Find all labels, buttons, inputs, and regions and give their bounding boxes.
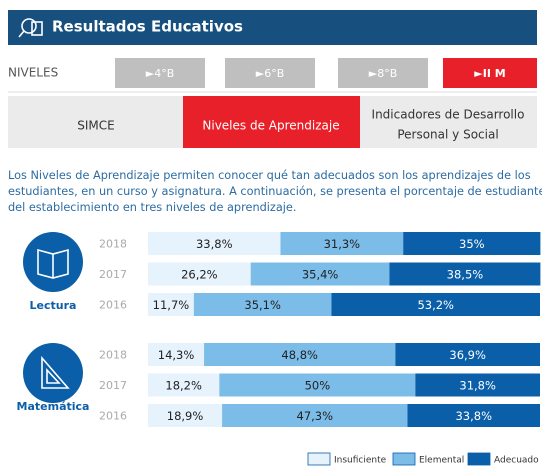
value-label: 18,9%	[167, 409, 204, 423]
description-line: del establecimiento en tres niveles de a…	[8, 201, 296, 214]
value-label: 31,8%	[459, 379, 496, 393]
bar-segment	[193, 293, 332, 316]
value-label: 35,4%	[302, 268, 339, 282]
description-line: Los Niveles de Aprendizaje permiten cono…	[8, 169, 531, 182]
year-label: 2016	[99, 299, 127, 312]
year-label: 2017	[99, 268, 127, 281]
level-button-label: ►8°B	[369, 67, 398, 80]
levels-label: NIVELES	[8, 66, 58, 80]
value-label: 38,5%	[447, 268, 484, 282]
bar-segment	[250, 262, 390, 286]
book-icon	[37, 248, 69, 279]
bar-segment	[280, 232, 404, 255]
value-label: 48,8%	[281, 348, 318, 362]
bar-segment	[331, 293, 540, 316]
value-label: 31,3%	[324, 237, 361, 251]
legend-swatch	[307, 452, 331, 466]
value-label: 26,2%	[181, 268, 218, 282]
subject-title: Lectura	[30, 299, 77, 312]
value-label: 14,3%	[158, 348, 195, 362]
tab[interactable]	[360, 96, 537, 148]
bar-segment	[415, 373, 540, 397]
tab-label: SIMCE	[77, 119, 114, 133]
level-button[interactable]	[115, 58, 205, 88]
level-button-label: ►6°B	[256, 67, 285, 80]
subject-title: Matemática	[17, 400, 90, 413]
level-button-label: ►4°B	[146, 67, 175, 80]
bar-segment	[148, 404, 223, 427]
value-label: 18,2%	[165, 379, 202, 393]
tab[interactable]	[8, 96, 183, 148]
tab-label: Personal y Social	[397, 128, 498, 142]
value-label: 33,8%	[455, 409, 492, 423]
bar-segment	[219, 373, 416, 397]
value-label: 53,2%	[417, 298, 454, 312]
value-label: 36,9%	[449, 348, 486, 362]
level-button-label: ►II M	[474, 67, 505, 80]
value-label: 33,8%	[196, 237, 233, 251]
value-label: 11,7%	[153, 298, 190, 312]
bar-segment	[148, 293, 194, 316]
bar-segment	[148, 232, 281, 255]
level-button[interactable]	[225, 58, 315, 88]
legend-label: Elemental	[419, 456, 464, 466]
level-button[interactable]	[338, 58, 428, 88]
bar-segment	[389, 262, 541, 286]
bar-segment	[204, 343, 396, 366]
year-label: 2018	[99, 238, 127, 251]
legend-swatch	[392, 452, 416, 466]
year-label: 2017	[99, 379, 127, 392]
value-label: 47,3%	[297, 409, 334, 423]
value-label: 35%	[459, 237, 485, 251]
header-bar	[8, 10, 537, 45]
legend-label: Insuficiente	[334, 456, 387, 466]
header-icon	[18, 18, 43, 38]
subject-icon	[23, 343, 83, 403]
tab-active[interactable]	[183, 96, 360, 148]
level-button[interactable]	[443, 58, 537, 88]
description-line: estudiantes, en un curso y asignatura. A…	[8, 185, 542, 198]
bar-segment	[407, 404, 540, 427]
value-label: 50%	[305, 379, 331, 393]
bar-segment	[148, 373, 220, 397]
tab-label: Indicadores de Desarrollo	[372, 108, 525, 122]
value-label: 35,1%	[244, 298, 281, 312]
legend-swatch	[467, 452, 491, 466]
legend-label: Adecuado	[494, 456, 539, 466]
bar-segment	[403, 232, 541, 255]
bar-segment	[222, 404, 408, 427]
year-label: 2018	[99, 349, 127, 362]
bar-segment	[148, 262, 251, 286]
ruler-icon	[41, 355, 70, 389]
bar-segment	[395, 343, 540, 366]
header-title: Resultados Educativos	[52, 18, 243, 36]
bar-segment	[148, 343, 205, 366]
year-label: 2016	[99, 410, 127, 423]
tab-label: Niveles de Aprendizaje	[202, 119, 339, 133]
